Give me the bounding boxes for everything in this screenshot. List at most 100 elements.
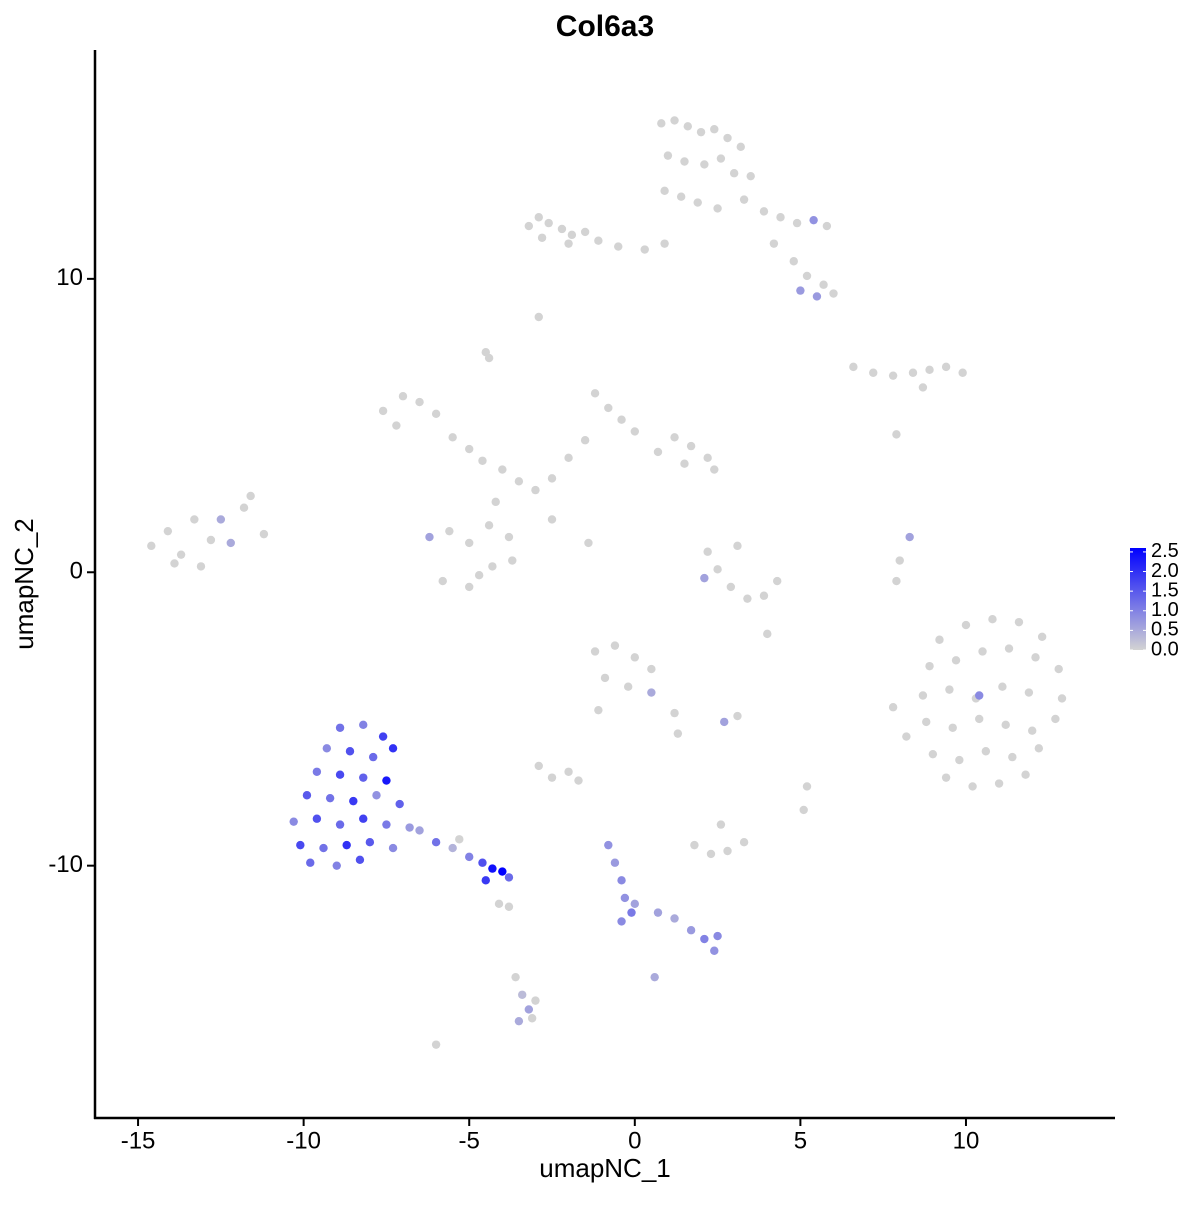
point (465, 444, 474, 454)
point (594, 236, 603, 245)
point (736, 142, 745, 152)
point (398, 392, 408, 401)
point (302, 791, 312, 800)
point (537, 233, 547, 242)
point (534, 761, 543, 771)
point (382, 820, 391, 829)
point (564, 767, 573, 776)
point (888, 371, 898, 380)
x-tick-label: -15 (121, 1127, 156, 1154)
point (567, 230, 577, 240)
point (425, 532, 434, 542)
point (720, 717, 729, 727)
point (620, 893, 630, 903)
point (716, 154, 726, 163)
point (448, 843, 457, 853)
point (617, 415, 626, 424)
point (680, 459, 689, 468)
point (968, 782, 977, 791)
color-tick-label: 0.5 (1151, 619, 1179, 641)
point (948, 723, 957, 732)
point (941, 362, 951, 372)
color-tick-label: 2.5 (1151, 540, 1179, 562)
point (792, 218, 802, 228)
point (1021, 770, 1030, 779)
point (524, 1005, 534, 1014)
point (647, 664, 656, 674)
point (812, 292, 822, 301)
point (388, 744, 398, 753)
point (935, 635, 944, 644)
point (941, 773, 951, 782)
point (759, 207, 769, 216)
point (1008, 752, 1017, 762)
legend: 0.00.51.01.52.02.5 (1130, 540, 1179, 660)
point (465, 852, 474, 862)
color-bar (1130, 548, 1146, 650)
point (657, 119, 666, 128)
x-tick-label: -10 (286, 1127, 321, 1154)
point (190, 515, 199, 524)
point (1001, 720, 1010, 730)
point (908, 368, 918, 377)
point (474, 570, 484, 580)
point (355, 855, 365, 865)
point (796, 286, 805, 295)
point (534, 213, 543, 222)
point (296, 840, 305, 850)
points (147, 116, 1067, 1049)
point (547, 515, 557, 524)
point (700, 160, 709, 169)
x-tick-label: -5 (459, 1127, 480, 1154)
point (438, 576, 447, 586)
point (928, 749, 938, 759)
point (998, 682, 1007, 691)
point (925, 661, 934, 671)
point (663, 151, 673, 160)
point (680, 157, 689, 166)
point (584, 538, 593, 548)
point (610, 641, 620, 650)
point (743, 594, 752, 603)
point (1024, 688, 1034, 697)
point (382, 776, 391, 785)
point (564, 239, 573, 248)
point (670, 433, 679, 442)
point (574, 776, 583, 785)
point (700, 934, 709, 944)
point (289, 817, 298, 826)
point (491, 497, 500, 507)
point (922, 717, 931, 727)
point (981, 747, 991, 756)
point (670, 708, 679, 718)
point (746, 171, 755, 181)
point (676, 192, 686, 201)
point (557, 224, 567, 234)
point (206, 535, 216, 545)
point (623, 682, 633, 691)
point (365, 837, 375, 847)
point (359, 773, 368, 782)
point (531, 996, 540, 1005)
point (405, 823, 414, 832)
point (488, 562, 497, 571)
point (239, 503, 249, 512)
point (955, 755, 964, 765)
point (653, 908, 663, 917)
point (580, 436, 590, 445)
point (617, 876, 626, 885)
point (349, 796, 358, 806)
point (604, 403, 613, 413)
point (693, 198, 702, 207)
point (372, 791, 381, 800)
point (484, 521, 494, 530)
point (196, 562, 206, 571)
point (527, 1014, 537, 1023)
point (319, 843, 328, 853)
point (733, 541, 742, 551)
point (802, 271, 812, 281)
point (723, 846, 732, 856)
point (713, 565, 722, 574)
point (1031, 653, 1040, 662)
point (246, 491, 255, 501)
